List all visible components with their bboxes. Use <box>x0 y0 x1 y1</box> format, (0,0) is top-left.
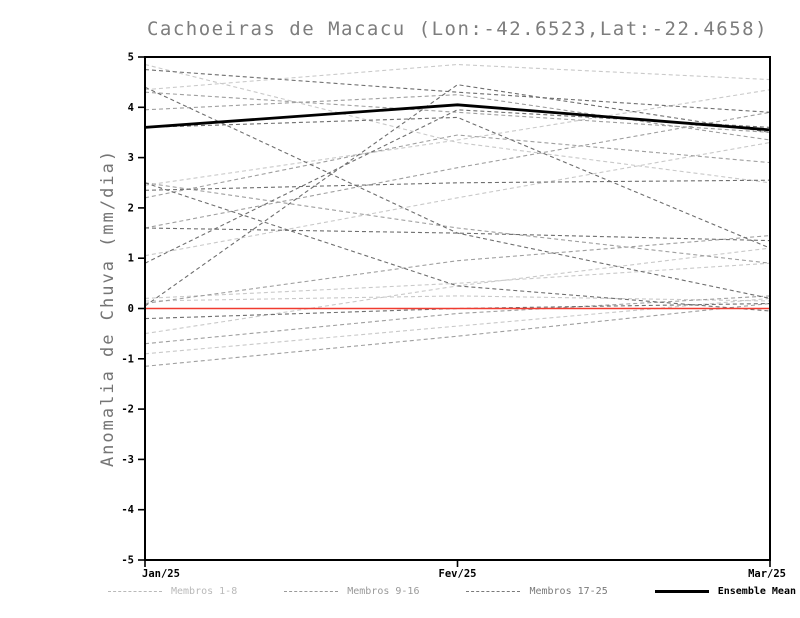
member-line <box>144 179 771 191</box>
legend-line-sample <box>466 591 521 592</box>
y-tick-label: -2 <box>121 404 134 416</box>
member-line <box>144 89 771 186</box>
member-line <box>144 227 771 242</box>
member-line <box>144 182 771 312</box>
chart-title: Cachoeiras de Macacu (Lon:-42.6523,Lat:-… <box>146 18 769 40</box>
member-line <box>144 63 771 184</box>
y-tick-label: 2 <box>128 202 134 214</box>
y-tick-label: -1 <box>121 353 134 365</box>
legend-label: Ensemble Mean <box>717 586 796 597</box>
member-line <box>144 182 771 264</box>
legend-line-sample <box>108 591 162 592</box>
member-line <box>144 302 771 320</box>
member-line <box>144 86 771 299</box>
y-tick-label: 3 <box>128 152 134 164</box>
member-line <box>144 262 771 299</box>
legend-label: Membros 9-16 <box>347 586 420 597</box>
member-line <box>144 235 771 305</box>
y-tick-label: 5 <box>128 52 134 64</box>
legend-label: Membros 17-25 <box>529 586 608 597</box>
member-line <box>144 295 771 302</box>
x-tick-label: Jan/25 <box>142 568 180 580</box>
legend-item-members-9-16: Membros 9-16 <box>284 586 419 597</box>
y-tick-label: -3 <box>121 454 134 466</box>
legend-item-members-1-8: Membros 1-8 <box>108 586 237 597</box>
x-tick-label: Mar/25 <box>748 568 786 580</box>
member-line <box>144 84 771 307</box>
legend-item-members-17-25: Membros 17-25 <box>466 586 608 597</box>
member-line <box>144 94 771 141</box>
member-line <box>144 141 771 257</box>
member-line <box>144 111 771 229</box>
y-tick-label: -5 <box>121 555 134 567</box>
member-line <box>144 63 771 91</box>
x-tick-label: Fev/25 <box>439 568 477 580</box>
legend-item-ensemble-mean: Ensemble Mean <box>654 586 796 597</box>
y-tick-label: 0 <box>128 303 134 315</box>
ensemble-mean-line <box>144 103 771 132</box>
member-line <box>144 134 771 199</box>
y-tick-label: 4 <box>128 102 134 114</box>
member-line <box>144 297 771 355</box>
chart-legend: Membros 1-8 Membros 9-16 Membros 17-25 E… <box>108 586 796 597</box>
member-line <box>144 91 771 133</box>
legend-line-sample <box>654 590 709 593</box>
legend-label: Membros 1-8 <box>171 586 238 597</box>
legend-line-sample <box>284 591 339 592</box>
y-tick-label: -4 <box>121 504 134 516</box>
y-tick-label: 1 <box>128 253 134 265</box>
